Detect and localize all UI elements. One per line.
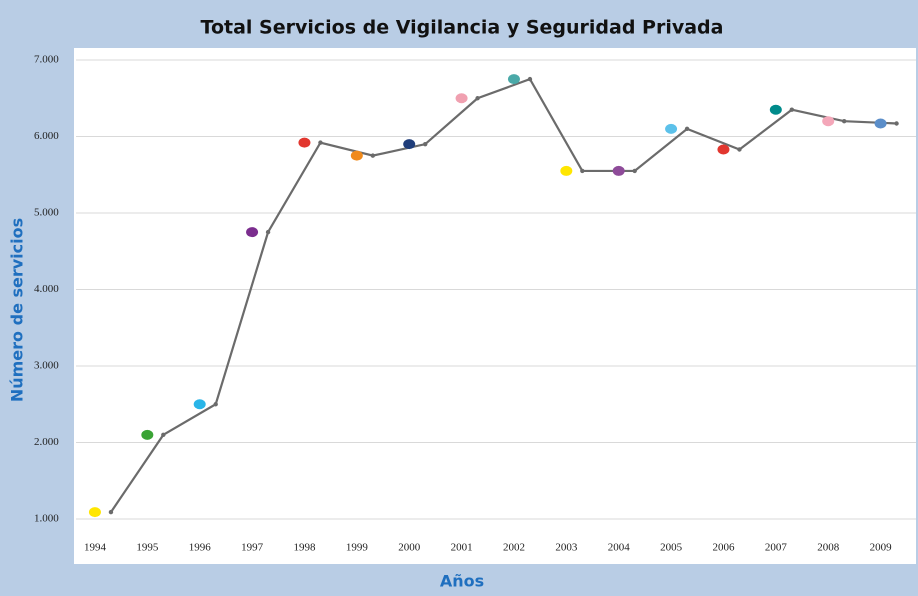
x-tick-label: 1998 (293, 542, 316, 554)
x-tick-label: 1994 (84, 542, 107, 554)
point (665, 123, 678, 134)
x-tick-label: 2008 (817, 542, 840, 554)
vertex (423, 141, 428, 147)
y-tick-label: 5.000 (34, 207, 59, 219)
point (298, 137, 311, 148)
x-tick-label: 2002 (503, 542, 525, 554)
point (246, 227, 259, 238)
vertex (632, 168, 637, 174)
x-tick-label: 1996 (189, 542, 212, 554)
x-tick-label: 2001 (451, 542, 473, 554)
plot-area (74, 48, 916, 564)
y-tick-label: 2.000 (34, 436, 59, 448)
x-tick-label: 2009 (870, 542, 893, 554)
vertex (318, 140, 323, 145)
vertex (894, 121, 899, 126)
point (350, 150, 363, 161)
y-tick-label: 1.000 (34, 513, 59, 525)
y-tick-label: 3.000 (34, 360, 59, 372)
x-tick-label: 2003 (555, 542, 578, 554)
point (560, 165, 573, 176)
x-tick-label: 2006 (712, 542, 735, 554)
x-tick-label: 1995 (136, 542, 159, 554)
x-axis-label: Años (440, 572, 484, 591)
vertex (842, 119, 847, 124)
point (141, 429, 154, 440)
vertex (161, 432, 166, 438)
chart-title: Total Servicios de Vigilancia y Segurida… (201, 17, 724, 39)
point (455, 93, 468, 104)
x-tick-label: 1999 (346, 542, 369, 554)
point (874, 118, 887, 129)
vertex (475, 96, 480, 101)
point (822, 116, 835, 127)
y-tick-label: 7.000 (34, 54, 59, 66)
x-tick-label: 2007 (765, 542, 788, 554)
x-tick-label: 1997 (241, 542, 264, 554)
vertex (265, 229, 271, 235)
vertex (580, 168, 585, 174)
point (769, 104, 782, 115)
x-tick-label: 2000 (398, 542, 421, 554)
point (403, 139, 416, 150)
vertex (527, 76, 533, 82)
vertex (737, 147, 742, 152)
x-tick-label: 2004 (608, 542, 631, 554)
point (507, 74, 520, 85)
y-tick-label: 6.000 (34, 130, 59, 142)
vertex (789, 107, 795, 112)
x-tick-label: 2005 (660, 542, 683, 554)
vertex (213, 402, 218, 407)
point (717, 144, 730, 155)
vertex (108, 509, 114, 515)
y-tick-label: 4.000 (34, 283, 59, 295)
point (88, 507, 101, 518)
line (110, 77, 897, 513)
y-axis-label: Número de servicios (8, 218, 27, 402)
point (612, 165, 625, 176)
vertex (684, 126, 690, 132)
point (193, 399, 206, 410)
vertex (370, 153, 376, 158)
